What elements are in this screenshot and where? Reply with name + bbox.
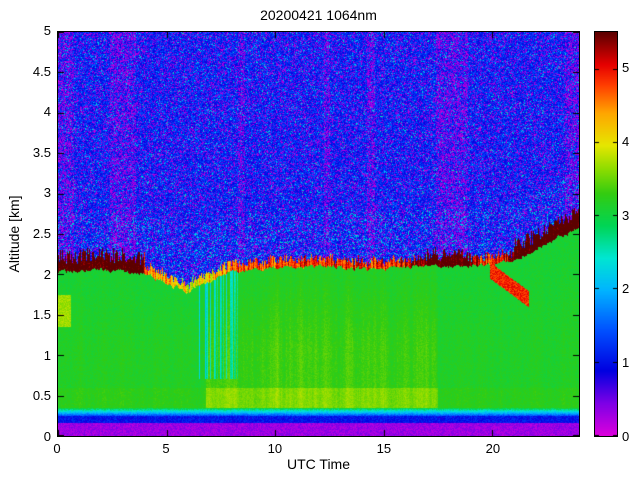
x-tick-label: 5 <box>162 441 170 456</box>
y-tick-label: 3 <box>43 185 51 201</box>
colorbar-tick-label: 1 <box>622 355 630 371</box>
y-tick-label: 5 <box>43 23 51 38</box>
x-tick-label: 15 <box>376 441 392 456</box>
y-tick-label: 4 <box>43 104 51 120</box>
y-tick-label: 3.5 <box>32 144 51 160</box>
x-axis-label: UTC Time <box>287 456 350 472</box>
chart-title: 20200421 1064nm <box>260 7 377 23</box>
colorbar-tick-label: 0 <box>622 429 630 444</box>
colorbar-tick-label: 3 <box>622 207 630 223</box>
x-tick-label: 20 <box>485 441 501 456</box>
y-tick-label: 2.5 <box>32 226 51 241</box>
colorbar-tick-label: 2 <box>622 281 630 297</box>
y-tick-label: 1.5 <box>32 307 51 323</box>
y-tick-label: 4.5 <box>32 63 51 79</box>
x-tick-label: 0 <box>53 441 61 456</box>
plot-area <box>57 31 580 437</box>
heatmap-canvas <box>58 32 579 436</box>
y-tick-label: 0 <box>43 429 51 444</box>
colorbar-canvas <box>595 32 617 436</box>
colorbar-tick-label: 4 <box>622 133 630 149</box>
x-tick-label: 10 <box>267 441 283 456</box>
colorbar <box>594 31 618 437</box>
y-tick-label: 1 <box>43 347 51 363</box>
y-tick-label: 0.5 <box>32 388 51 404</box>
colorbar-tick-label: 5 <box>622 59 630 75</box>
y-tick-label: 2 <box>43 266 51 282</box>
